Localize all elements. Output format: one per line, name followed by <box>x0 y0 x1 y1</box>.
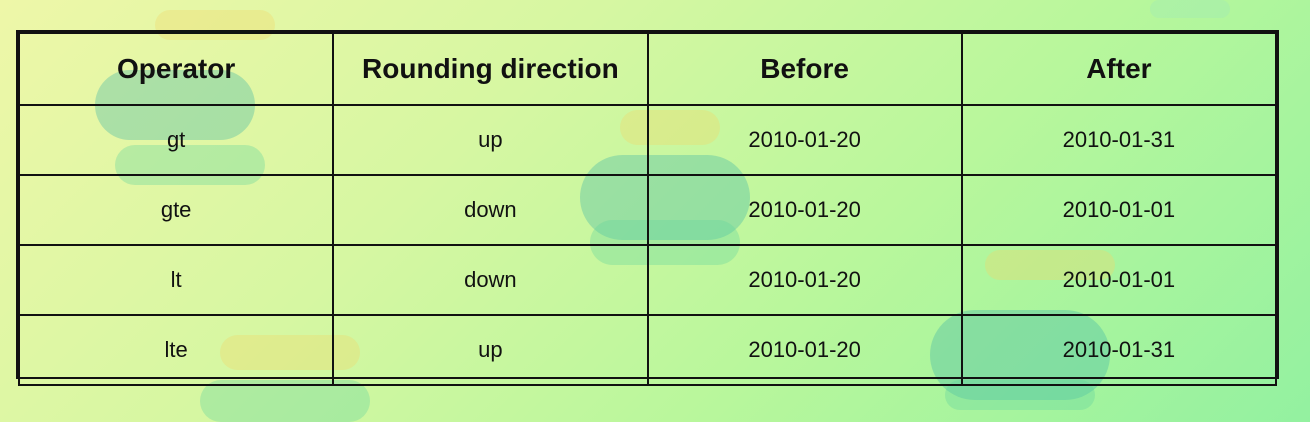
table-header-rounding-direction: Rounding direction <box>332 32 649 106</box>
rounding-table: Operator Rounding direction Before After… <box>17 32 1278 386</box>
table-cell-before: 2010-01-20 <box>646 314 963 386</box>
table-row: lte up 2010-01-20 2010-01-31 <box>17 314 1278 386</box>
table-cell-before: 2010-01-20 <box>646 244 963 316</box>
table-row: lt down 2010-01-20 2010-01-01 <box>17 244 1278 316</box>
table-cell-before: 2010-01-20 <box>646 104 963 176</box>
table-cell-operator: gt <box>17 104 335 176</box>
table-cell-before: 2010-01-20 <box>646 174 963 246</box>
table-cell-rounding-direction: up <box>332 104 649 176</box>
table-cell-rounding-direction: up <box>332 314 649 386</box>
table-cell-after: 2010-01-31 <box>960 314 1278 386</box>
background-logo-shape-lower <box>200 380 370 422</box>
table-cell-rounding-direction: down <box>332 174 649 246</box>
table-header-row: Operator Rounding direction Before After <box>17 32 1278 106</box>
table-cell-operator: lte <box>17 314 335 386</box>
table-header-after: After <box>960 32 1278 106</box>
rounding-table-container: Operator Rounding direction Before After… <box>16 30 1279 386</box>
table-cell-after: 2010-01-01 <box>960 244 1278 316</box>
table-row: gt up 2010-01-20 2010-01-31 <box>17 104 1278 176</box>
table-cell-operator: gte <box>17 174 335 246</box>
background-logo-shape <box>1150 0 1230 18</box>
table-cell-after: 2010-01-01 <box>960 174 1278 246</box>
table-cell-rounding-direction: down <box>332 244 649 316</box>
table-cell-operator: lt <box>17 244 335 316</box>
table-header-operator: Operator <box>17 32 335 106</box>
table-cell-after: 2010-01-31 <box>960 104 1278 176</box>
table-header-before: Before <box>646 32 963 106</box>
table-row: gte down 2010-01-20 2010-01-01 <box>17 174 1278 246</box>
